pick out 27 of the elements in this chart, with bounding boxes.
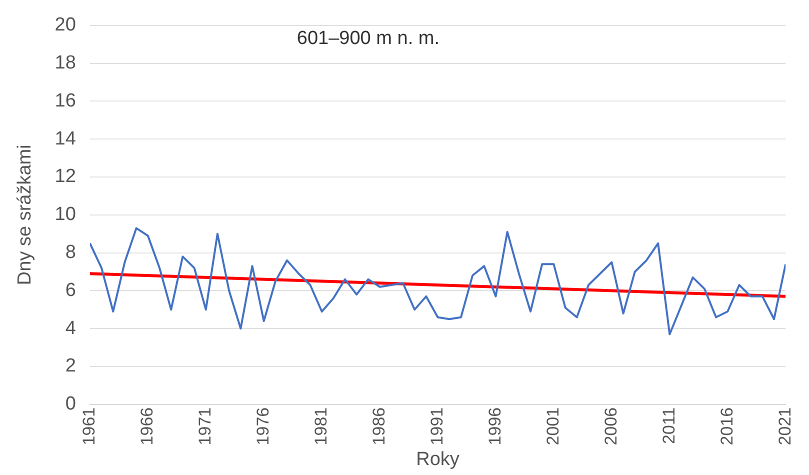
x-tick-label: 1996	[485, 407, 504, 446]
y-tick-label: 0	[65, 394, 76, 415]
y-tick-label: 10	[54, 204, 76, 226]
x-tick-label: 2016	[717, 407, 736, 446]
x-tick-label: 1971	[196, 407, 215, 446]
y-axis-title: Dny se srážkami	[14, 144, 36, 286]
y-tick-label: 8	[65, 242, 76, 264]
annotation: 601–900 m n. m.	[296, 28, 440, 50]
y-tick-label: 18	[54, 52, 76, 74]
y-tick-label: 14	[54, 128, 76, 150]
y-tick-label: 6	[65, 280, 76, 301]
x-tick-label: 1991	[427, 407, 446, 446]
x-tick-label: 2021	[775, 407, 794, 446]
x-tick-label: 1981	[312, 407, 331, 446]
x-tick-label: 1976	[254, 407, 273, 446]
x-tick-label: 1961	[80, 407, 99, 446]
x-axis-title: Roky	[416, 448, 460, 470]
y-tick-label: 4	[65, 318, 76, 339]
y-tick-label: 20	[54, 14, 76, 36]
x-tick-label: 2001	[543, 407, 562, 446]
y-tick-label: 2	[65, 356, 76, 377]
y-tick-label: 12	[54, 166, 76, 188]
x-tick-label: 1986	[369, 407, 388, 446]
x-tick-label: 1966	[138, 407, 157, 446]
x-tick-label: 2011	[659, 407, 678, 444]
x-tick-label: 2006	[601, 407, 620, 446]
y-tick-label: 16	[54, 90, 76, 112]
